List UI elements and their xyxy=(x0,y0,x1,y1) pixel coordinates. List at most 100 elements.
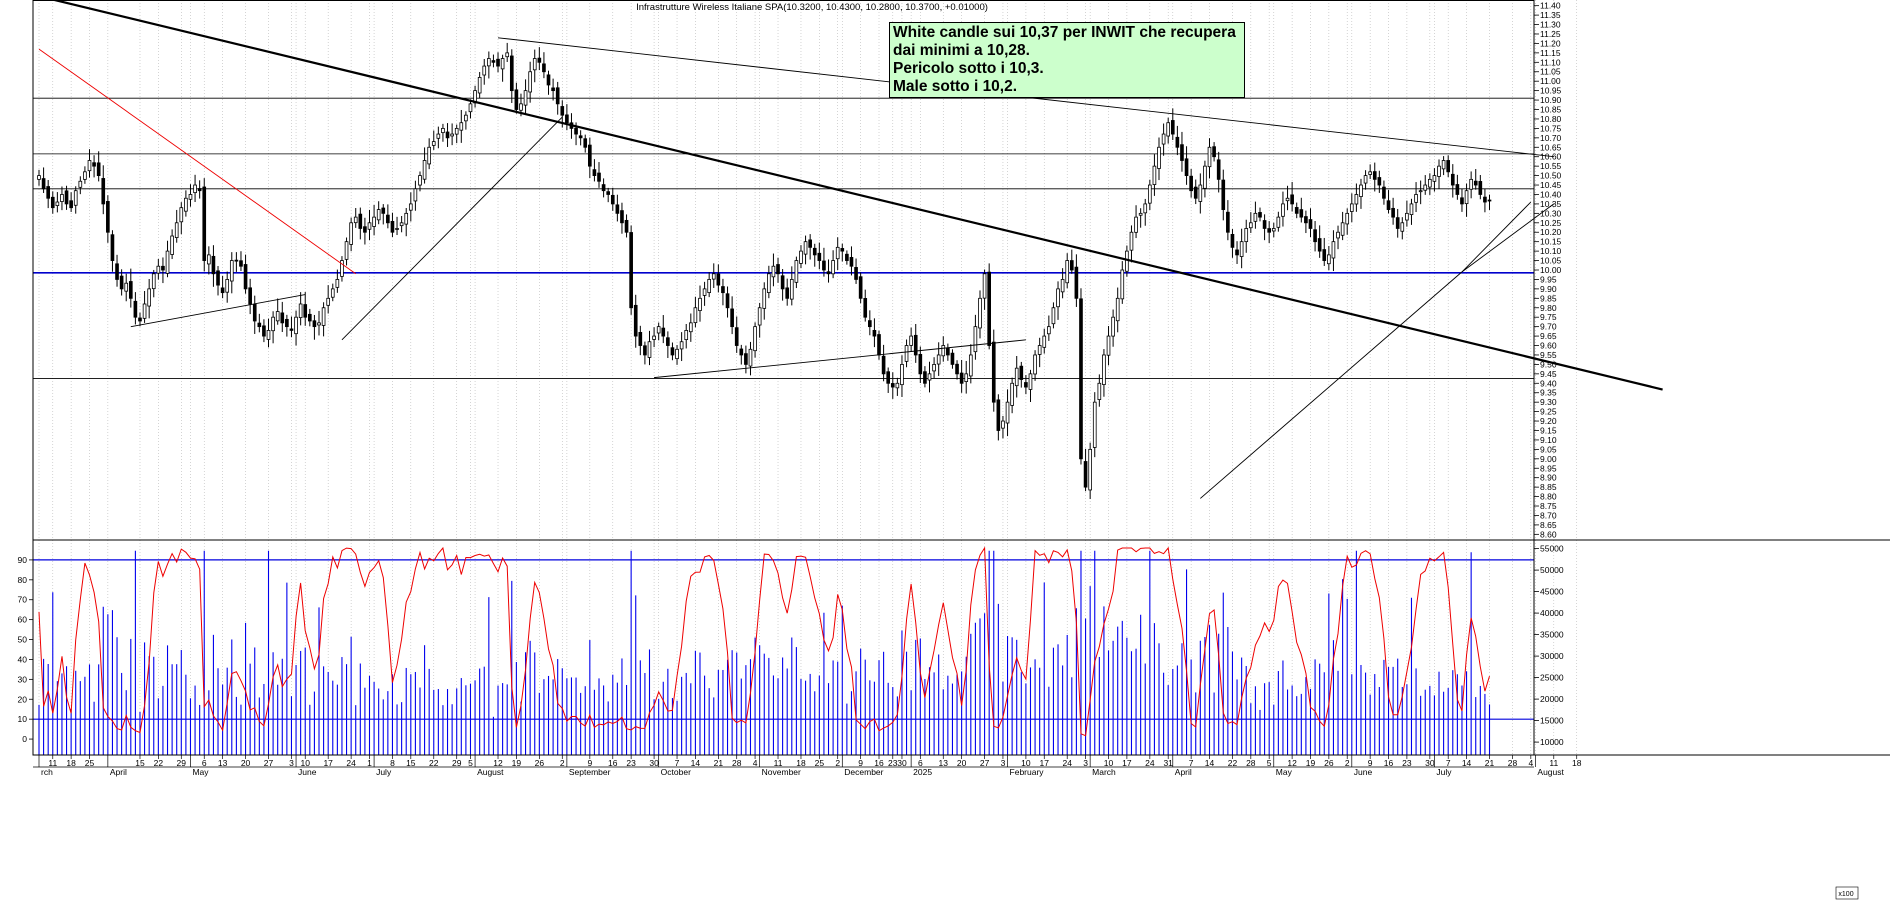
candle xyxy=(1014,355,1019,398)
candle xyxy=(358,207,363,240)
price-tick-label: 9.45 xyxy=(1540,369,1557,379)
candle xyxy=(298,292,303,326)
candle xyxy=(835,237,840,270)
candle xyxy=(1469,171,1473,199)
candle xyxy=(427,138,431,170)
black-candle-body xyxy=(877,334,881,356)
black-candle-body xyxy=(1386,200,1391,210)
candle xyxy=(335,269,340,293)
candle xyxy=(1349,193,1354,223)
black-candle-body xyxy=(959,372,964,384)
day-label: 18 xyxy=(796,758,806,768)
day-label: 1 xyxy=(367,758,372,768)
candle xyxy=(1423,175,1428,195)
candle xyxy=(92,155,96,178)
black-candle-body xyxy=(854,267,858,280)
candle xyxy=(459,109,464,143)
candle xyxy=(1138,208,1143,228)
candle xyxy=(37,169,41,186)
black-candle-body xyxy=(739,348,744,356)
candle xyxy=(326,285,331,314)
white-candle-body xyxy=(459,122,464,131)
day-label: 7 xyxy=(1446,758,1451,768)
black-candle-body xyxy=(1391,207,1395,218)
candle xyxy=(656,322,661,341)
black-candle-body xyxy=(551,87,555,92)
black-candle-body xyxy=(890,383,895,388)
black-candle-body xyxy=(197,188,202,192)
candle xyxy=(941,336,946,362)
commentary-line-4: Male sotto i 10,2. xyxy=(893,78,1018,95)
price-tick-label: 10.90 xyxy=(1540,95,1562,105)
candle xyxy=(991,329,996,412)
white-candle-body xyxy=(464,114,468,122)
candle xyxy=(1276,211,1281,232)
price-tick-label: 11.25 xyxy=(1540,29,1561,39)
day-label: 28 xyxy=(1508,758,1518,768)
candle xyxy=(1285,185,1290,211)
candle xyxy=(330,283,335,302)
black-candle-body xyxy=(592,169,597,176)
candle xyxy=(367,209,372,241)
candle xyxy=(1386,190,1391,214)
candle xyxy=(537,47,542,71)
day-label: 4 xyxy=(753,758,758,768)
black-candle-body xyxy=(101,178,106,205)
candle xyxy=(312,314,317,340)
candle xyxy=(959,359,964,393)
black-candle-body xyxy=(303,304,308,318)
day-label: 2 xyxy=(560,758,565,768)
black-candle-body xyxy=(1221,179,1226,210)
trendline xyxy=(654,339,1026,379)
white-candle-body xyxy=(982,273,987,299)
white-candle-body xyxy=(188,194,193,200)
candle xyxy=(1088,442,1092,500)
black-candle-body xyxy=(670,347,675,356)
white-candle-body xyxy=(179,207,184,223)
candle xyxy=(505,42,510,62)
candle xyxy=(115,254,119,287)
white-candle-body xyxy=(422,160,427,180)
black-candle-body xyxy=(202,186,207,261)
month-label: February xyxy=(1010,767,1045,777)
candle xyxy=(1230,229,1235,258)
black-candle-body xyxy=(565,114,569,124)
trendline xyxy=(1200,271,1463,499)
candle xyxy=(822,247,826,277)
candle xyxy=(399,215,404,233)
oscillator-tick-label: 90 xyxy=(18,555,28,565)
price-tick-label: 8.85 xyxy=(1540,482,1557,492)
candle xyxy=(588,137,592,179)
candle xyxy=(583,134,588,153)
price-tick-label: 9.90 xyxy=(1540,284,1557,294)
candle xyxy=(624,214,629,238)
candle xyxy=(592,159,597,182)
candle xyxy=(1056,281,1060,320)
white-candle-body xyxy=(450,133,454,137)
volume-bars xyxy=(38,550,1491,755)
black-candle-body xyxy=(950,352,955,365)
candle xyxy=(487,51,491,79)
day-label: 8 xyxy=(390,758,395,768)
candle xyxy=(151,269,156,298)
white-candle-body xyxy=(1005,401,1010,424)
price-tick-label: 10.50 xyxy=(1540,171,1562,181)
white-candle-body xyxy=(1354,194,1359,205)
price-tick-label: 10.80 xyxy=(1540,114,1562,124)
white-candle-body xyxy=(1001,420,1005,429)
candle xyxy=(1304,210,1308,234)
candle xyxy=(1354,183,1359,212)
candle xyxy=(340,256,344,282)
black-candle-body xyxy=(1372,171,1377,180)
white-candle-body xyxy=(317,322,321,326)
white-candle-body xyxy=(1368,171,1372,175)
candle xyxy=(1235,241,1239,264)
white-candle-body xyxy=(968,354,973,377)
white-candle-body xyxy=(757,307,762,326)
white-candle-body xyxy=(693,307,698,324)
candle xyxy=(220,275,225,299)
candle xyxy=(1175,125,1180,156)
candle xyxy=(1051,302,1056,329)
day-label: 19 xyxy=(1306,758,1316,768)
